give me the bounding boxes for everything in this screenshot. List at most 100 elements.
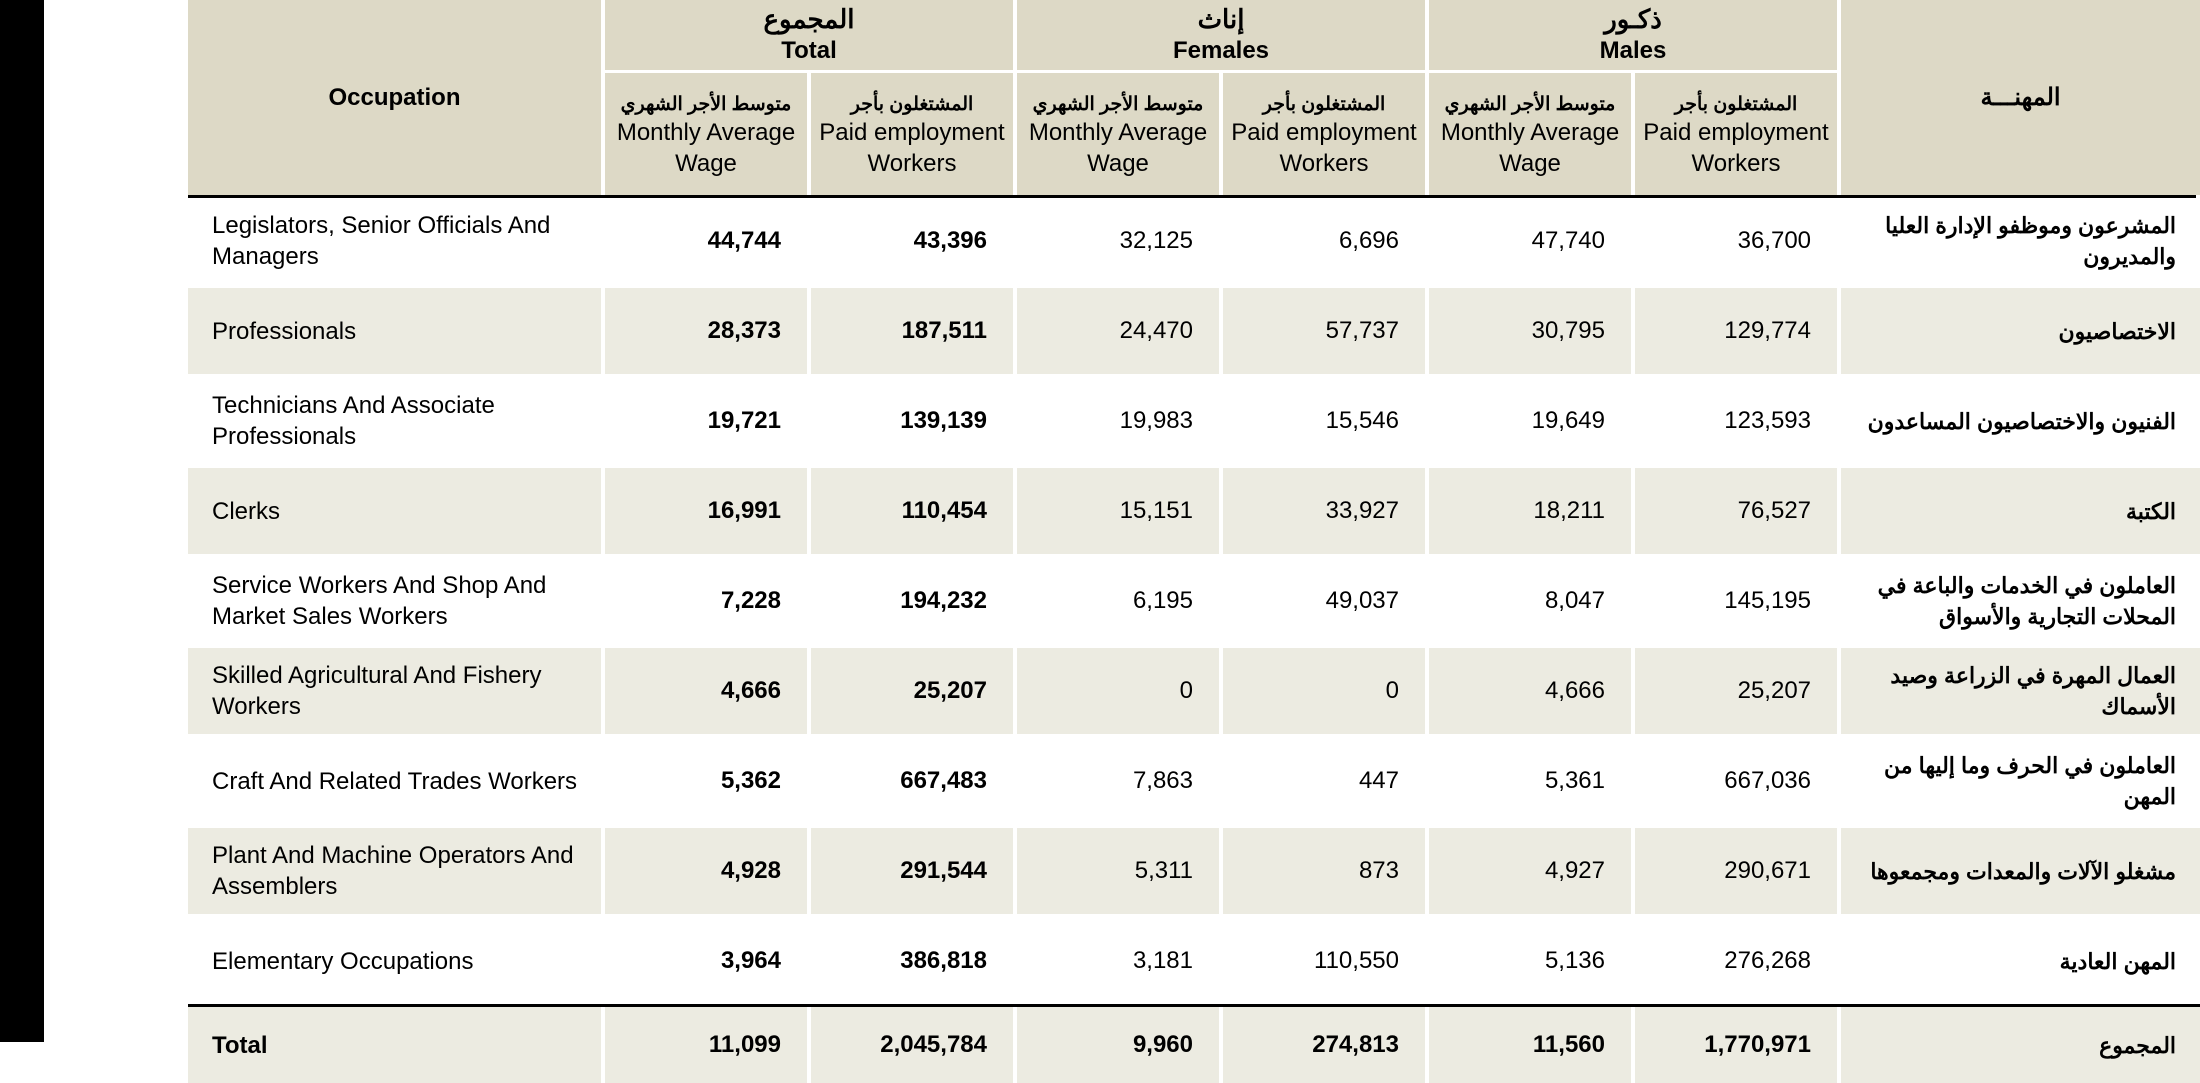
cell-total-paid: 194,232 xyxy=(811,558,1017,644)
table-row: Plant And Machine Operators And Assemble… xyxy=(188,828,2200,914)
group-label-ar: ذكـور xyxy=(1604,4,1662,34)
cell-m-wage: 5,361 xyxy=(1429,738,1635,824)
group-label-en: Males xyxy=(1599,37,1667,64)
header-divider xyxy=(188,195,2200,198)
cell-f-wage: 32,125 xyxy=(1017,198,1223,284)
subheader-females-wage: متوسط الأجر الشهري Monthly Average Wage xyxy=(1017,73,1223,195)
cell-f-paid: 33,927 xyxy=(1223,468,1429,554)
occupation-header-en: Occupation xyxy=(188,0,605,195)
group-label-en: Total xyxy=(781,37,837,64)
cell-m-paid: 123,593 xyxy=(1635,378,1842,464)
subheader-en: Monthly Average Wage xyxy=(1028,118,1208,177)
row-gap xyxy=(188,734,2200,738)
occupation-name-ar: المهن العادية xyxy=(1841,918,2200,1004)
cell-total-wage: 16,991 xyxy=(605,468,811,554)
occupation-name-en: Plant And Machine Operators And Assemble… xyxy=(188,828,605,914)
cell-f-wage: 6,195 xyxy=(1017,558,1223,644)
group-label-ar: المجموع xyxy=(763,4,855,34)
row-spacer xyxy=(188,824,2200,828)
cell-m-paid: 276,268 xyxy=(1635,918,1842,1004)
total-cell-m-wage: 11,560 xyxy=(1429,1007,1635,1083)
cell-m-wage: 4,666 xyxy=(1429,648,1635,734)
cell-f-wage: 5,311 xyxy=(1017,828,1223,914)
occupation-name-ar: الفنيون والاختصاصيون المساعدون xyxy=(1841,378,2200,464)
subheader-ar: المشتغلون بأجر xyxy=(1674,93,1798,115)
cell-f-wage: 7,863 xyxy=(1017,738,1223,824)
group-label-ar: إناث xyxy=(1197,4,1245,34)
occupation-name-en: Technicians And Associate Professionals xyxy=(188,378,605,464)
occupation-name-en: Service Workers And Shop And Market Sale… xyxy=(188,558,605,644)
cell-f-wage: 24,470 xyxy=(1017,288,1223,374)
occupation-name-ar: مشغلو الآلات والمعدات ومجمعوها xyxy=(1841,828,2200,914)
cell-total-paid: 43,396 xyxy=(811,198,1017,284)
subheader-en: Paid employment Workers xyxy=(1231,118,1417,177)
row-gap xyxy=(188,914,2200,918)
cell-f-paid: 110,550 xyxy=(1223,918,1429,1004)
cell-f-paid: 447 xyxy=(1223,738,1429,824)
cell-f-wage: 15,151 xyxy=(1017,468,1223,554)
cell-f-paid: 57,737 xyxy=(1223,288,1429,374)
row-gap xyxy=(188,644,2200,648)
cell-total-wage: 4,928 xyxy=(605,828,811,914)
occupation-name-en: Professionals xyxy=(188,288,605,374)
group-header-total: المجموع Total xyxy=(605,0,1017,73)
cell-m-paid: 25,207 xyxy=(1635,648,1842,734)
table-row: Technicians And Associate Professionals 1… xyxy=(188,378,2200,464)
total-label-en: Total xyxy=(188,1007,605,1083)
occupation-name-en: Clerks xyxy=(188,468,605,554)
total-cell-total-paid: 2,045,784 xyxy=(811,1007,1017,1083)
total-divider-row xyxy=(188,1004,2200,1007)
cell-total-paid: 187,511 xyxy=(811,288,1017,374)
subheader-total-wage: متوسط الأجر الشهري Monthly Average Wage xyxy=(605,73,811,195)
cell-total-paid: 25,207 xyxy=(811,648,1017,734)
total-cell-total-wage: 11,099 xyxy=(605,1007,811,1083)
subheader-females-paid: المشتغلون بأجر Paid employment Workers xyxy=(1223,73,1429,195)
row-gap xyxy=(188,284,2200,288)
row-gap xyxy=(188,554,2200,558)
occupation-name-ar: العاملون في الخدمات والباعة في المحلات ا… xyxy=(1841,558,2200,644)
table-row: Skilled Agricultural And Fishery Workers… xyxy=(188,648,2200,734)
cell-m-wage: 8,047 xyxy=(1429,558,1635,644)
row-spacer xyxy=(188,374,2200,378)
total-cell-f-wage: 9,960 xyxy=(1017,1007,1223,1083)
cell-f-wage: 19,983 xyxy=(1017,378,1223,464)
occupation-name-ar: الاختصاصيون xyxy=(1841,288,2200,374)
cell-total-paid: 386,818 xyxy=(811,918,1017,1004)
subheader-ar: متوسط الأجر الشهري xyxy=(1444,93,1616,115)
cell-total-paid: 667,483 xyxy=(811,738,1017,824)
table-row: Elementary Occupations 3,964 386,818 3,181 1… xyxy=(188,918,2200,1004)
occupation-name-en: Craft And Related Trades Workers xyxy=(188,738,605,824)
row-spacer xyxy=(188,734,2200,738)
subheader-en: Monthly Average Wage xyxy=(1440,118,1620,177)
cell-total-wage: 28,373 xyxy=(605,288,811,374)
total-cell-f-paid: 274,813 xyxy=(1223,1007,1429,1083)
total-row: Total 11,099 2,045,784 9,960 274,813 11,560 1,… xyxy=(188,1007,2200,1083)
cell-m-wage: 30,795 xyxy=(1429,288,1635,374)
row-spacer xyxy=(188,554,2200,558)
table-header: Occupation المجموع Total إناث Females ذك… xyxy=(188,0,2200,198)
cell-total-wage: 5,362 xyxy=(605,738,811,824)
subheader-males-paid: المشتغلون بأجر Paid employment Workers xyxy=(1635,73,1842,195)
cell-m-wage: 19,649 xyxy=(1429,378,1635,464)
subheader-males-wage: متوسط الأجر الشهري Monthly Average Wage xyxy=(1429,73,1635,195)
occupation-name-en: Elementary Occupations xyxy=(188,918,605,1004)
cell-total-wage: 7,228 xyxy=(605,558,811,644)
occupation-name-en: Legislators, Senior Officials And Manage… xyxy=(188,198,605,284)
group-header-males: ذكـور Males xyxy=(1429,0,1842,73)
total-label-ar: المجموع xyxy=(1841,1007,2200,1083)
subheader-ar: متوسط الأجر الشهري xyxy=(620,93,792,115)
row-spacer xyxy=(188,914,2200,918)
cell-m-paid: 36,700 xyxy=(1635,198,1842,284)
row-gap xyxy=(188,464,2200,468)
row-spacer xyxy=(188,464,2200,468)
cell-total-wage: 4,666 xyxy=(605,648,811,734)
row-spacer xyxy=(188,644,2200,648)
cell-m-paid: 290,671 xyxy=(1635,828,1842,914)
subheader-en: Paid employment Workers xyxy=(1643,118,1829,177)
cell-f-wage: 0 xyxy=(1017,648,1223,734)
cell-f-paid: 15,546 xyxy=(1223,378,1429,464)
table-row: Professionals 28,373 187,511 24,470 57,737 30… xyxy=(188,288,2200,374)
table-row: Service Workers And Shop And Market Sale… xyxy=(188,558,2200,644)
subheader-ar: المشتغلون بأجر xyxy=(850,93,974,115)
subheader-ar: متوسط الأجر الشهري xyxy=(1032,93,1204,115)
